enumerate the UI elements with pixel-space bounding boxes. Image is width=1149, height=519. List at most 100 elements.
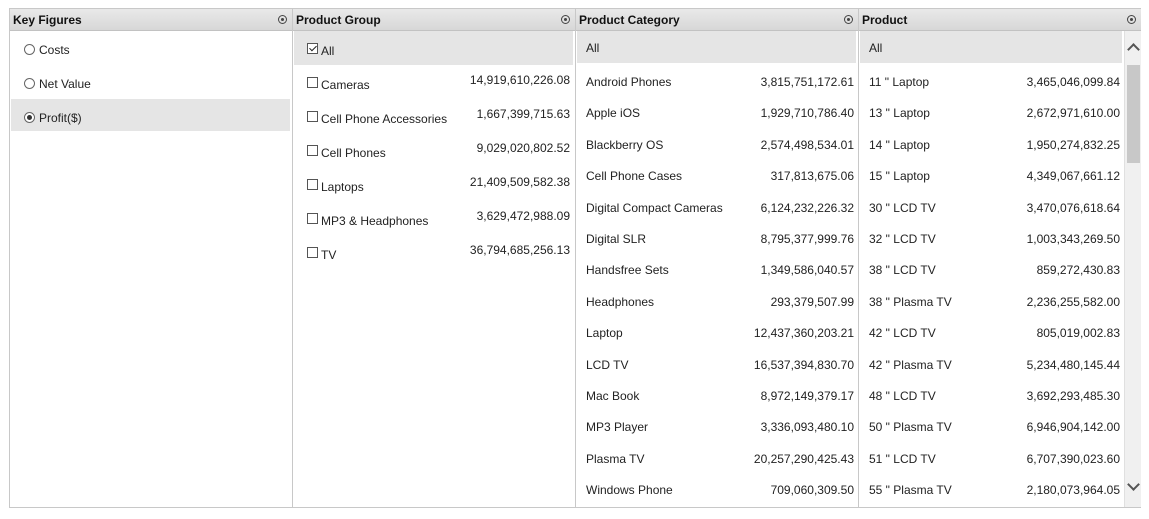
checkbox-icon[interactable] (307, 77, 318, 88)
panel-header: Product Group (293, 9, 575, 31)
list-item[interactable]: 42 " Plasma TV 5,234,480,145.44 (860, 346, 1122, 377)
checkbox-checked-icon[interactable] (307, 43, 318, 54)
list-item-value: 20,257,290,425.43 (753, 451, 854, 466)
list-item[interactable]: Digital Compact Cameras 6,124,232,226.32 (577, 189, 856, 220)
list-item-label: Blackberry OS (586, 137, 664, 152)
list-item[interactable]: 55 " Plasma TV 2,180,073,964.05 (860, 471, 1122, 502)
list-item-value: 8,795,377,999.76 (760, 232, 854, 246)
list-item-value: 1,003,343,269.50 (1026, 232, 1120, 246)
list-item-value: 8,972,149,379.17 (760, 389, 854, 403)
list-item-value: 21,409,509,582.38 (469, 175, 570, 189)
product-category-list: All Android Phones 3,815,751,172.61 Apple … (576, 31, 858, 507)
list-item[interactable]: MP3 Player 3,336,093,480.10 (577, 408, 856, 439)
list-item-label: Headphones (586, 294, 655, 309)
list-item-label: 42 " LCD TV (869, 326, 936, 341)
panel-title: Product Group (296, 13, 381, 27)
product-category-all[interactable]: All (577, 31, 856, 63)
list-item-label: Digital SLR (586, 232, 647, 246)
key-figure-option[interactable]: Net Value (11, 65, 290, 97)
list-item[interactable]: 14 " Laptop 1,950,274,832.25 (860, 126, 1122, 157)
radio-icon[interactable] (24, 44, 35, 55)
list-item[interactable]: 50 " Plasma TV 6,946,904,142.00 (860, 408, 1122, 439)
settings-icon[interactable] (844, 15, 853, 24)
list-item-label: 14 " Laptop (869, 137, 930, 152)
list-item-value: 2,574,498,534.01 (760, 137, 854, 152)
chevron-up-icon[interactable] (1125, 39, 1142, 55)
list-item-value: 9,029,020,802.52 (476, 141, 570, 155)
list-item-label: LCD TV (586, 357, 629, 372)
list-item[interactable]: 42 " LCD TV 805,019,002.83 (860, 314, 1122, 345)
list-item-label: 11 " Laptop (869, 75, 930, 89)
list-item[interactable]: 32 " LCD TV 1,003,343,269.50 (860, 220, 1122, 251)
list-item[interactable]: Cameras 14,919,610,226.08 (294, 65, 573, 99)
list-item-value: 36,794,685,256.13 (469, 243, 570, 257)
list-item-label: 15 " Laptop (869, 169, 930, 184)
list-item-label: Digital Compact Cameras (586, 200, 723, 215)
radio-icon[interactable] (24, 78, 35, 89)
list-item[interactable]: LCD TV 16,537,394,830.70 (577, 346, 856, 377)
product-group-all[interactable]: All (294, 31, 573, 65)
list-item[interactable]: 38 " Plasma TV 2,236,255,582.00 (860, 283, 1122, 314)
checkbox-icon[interactable] (307, 247, 318, 258)
list-item[interactable]: TV 36,794,685,256.13 (294, 235, 573, 269)
panel-header: Key Figures (10, 9, 292, 31)
list-item[interactable]: Cell Phones 9,029,020,802.52 (294, 133, 573, 167)
product-category-panel: Product Category All Android Phones 3,815… (576, 9, 859, 507)
panel-title: Key Figures (13, 13, 82, 27)
list-item-value: 3,692,293,485.30 (1026, 389, 1120, 403)
key-figure-option[interactable]: Costs (11, 31, 290, 63)
radio-selected-icon[interactable] (24, 112, 35, 123)
list-item[interactable]: Cell Phone Cases 317,813,675.06 (577, 157, 856, 188)
list-item[interactable]: Android Phones 3,815,751,172.61 (577, 63, 856, 94)
list-item-label: Cell Phone Accessories (321, 112, 448, 126)
checkbox-icon[interactable] (307, 145, 318, 156)
list-item-label: 50 " Plasma TV (869, 420, 952, 435)
panel-header: Product Category (576, 9, 858, 31)
list-item[interactable]: 48 " LCD TV 3,692,293,485.30 (860, 377, 1122, 408)
list-item-label: Profit($) (39, 111, 82, 125)
list-item-label: 13 " Laptop (869, 106, 930, 121)
list-item-label: Net Value (39, 77, 91, 91)
list-item[interactable]: 51 " LCD TV 6,707,390,023.60 (860, 440, 1122, 471)
list-item[interactable]: Blackberry OS 2,574,498,534.01 (577, 126, 856, 157)
scrollbar-thumb[interactable] (1127, 65, 1140, 163)
settings-icon[interactable] (1127, 15, 1136, 24)
list-item-value: 3,629,472,988.09 (476, 209, 570, 223)
list-item[interactable]: 15 " Laptop 4,349,067,661.12 (860, 157, 1122, 188)
settings-icon[interactable] (561, 15, 570, 24)
list-item-value: 3,470,076,618.64 (1026, 200, 1120, 215)
list-item-label: 42 " Plasma TV (869, 357, 952, 372)
list-item[interactable]: Cell Phone Accessories 1,667,399,715.63 (294, 99, 573, 133)
list-item-label: Cell Phones (321, 146, 386, 160)
checkbox-icon[interactable] (307, 179, 318, 190)
list-item[interactable]: Laptop 12,437,360,203.21 (577, 314, 856, 345)
checkbox-icon[interactable] (307, 111, 318, 122)
checkbox-icon[interactable] (307, 213, 318, 224)
list-item[interactable]: 11 " Laptop 3,465,046,099.84 (860, 63, 1122, 94)
list-item[interactable]: Windows Phone 709,060,309.50 (577, 471, 856, 502)
list-item[interactable]: Apple iOS 1,929,710,786.40 (577, 94, 856, 125)
list-item-value: 1,349,586,040.57 (760, 263, 854, 278)
list-item-label: Laptop (586, 326, 623, 341)
list-item[interactable]: Handsfree Sets 1,349,586,040.57 (577, 251, 856, 282)
key-figure-option[interactable]: Profit($) (11, 99, 290, 131)
key-figures-panel: Key Figures Costs Net Value Profit($) (10, 9, 293, 507)
settings-icon[interactable] (278, 15, 287, 24)
vertical-scrollbar[interactable] (1124, 31, 1141, 507)
list-item[interactable]: 38 " LCD TV 859,272,430.83 (860, 251, 1122, 282)
list-item[interactable]: Laptops 21,409,509,582.38 (294, 167, 573, 201)
list-item[interactable]: Mac Book 8,972,149,379.17 (577, 377, 856, 408)
list-item-value: 2,180,073,964.05 (1026, 483, 1120, 498)
panel-title: Product Category (579, 13, 680, 27)
list-item[interactable]: Digital SLR 8,795,377,999.76 (577, 220, 856, 251)
product-list: All 11 " Laptop 3,465,046,099.84 13 " Lapt… (859, 31, 1141, 507)
list-item[interactable]: Plasma TV 20,257,290,425.43 (577, 440, 856, 471)
list-item-value: 3,336,093,480.10 (760, 420, 854, 435)
list-item[interactable]: 13 " Laptop 2,672,971,610.00 (860, 94, 1122, 125)
chevron-down-icon[interactable] (1125, 479, 1142, 495)
list-item[interactable]: 30 " LCD TV 3,470,076,618.64 (860, 189, 1122, 220)
list-item[interactable]: MP3 & Headphones 3,629,472,988.09 (294, 201, 573, 235)
list-item[interactable]: Headphones 293,379,507.99 (577, 283, 856, 314)
list-item-label: Costs (39, 43, 70, 57)
product-all[interactable]: All (860, 31, 1122, 63)
